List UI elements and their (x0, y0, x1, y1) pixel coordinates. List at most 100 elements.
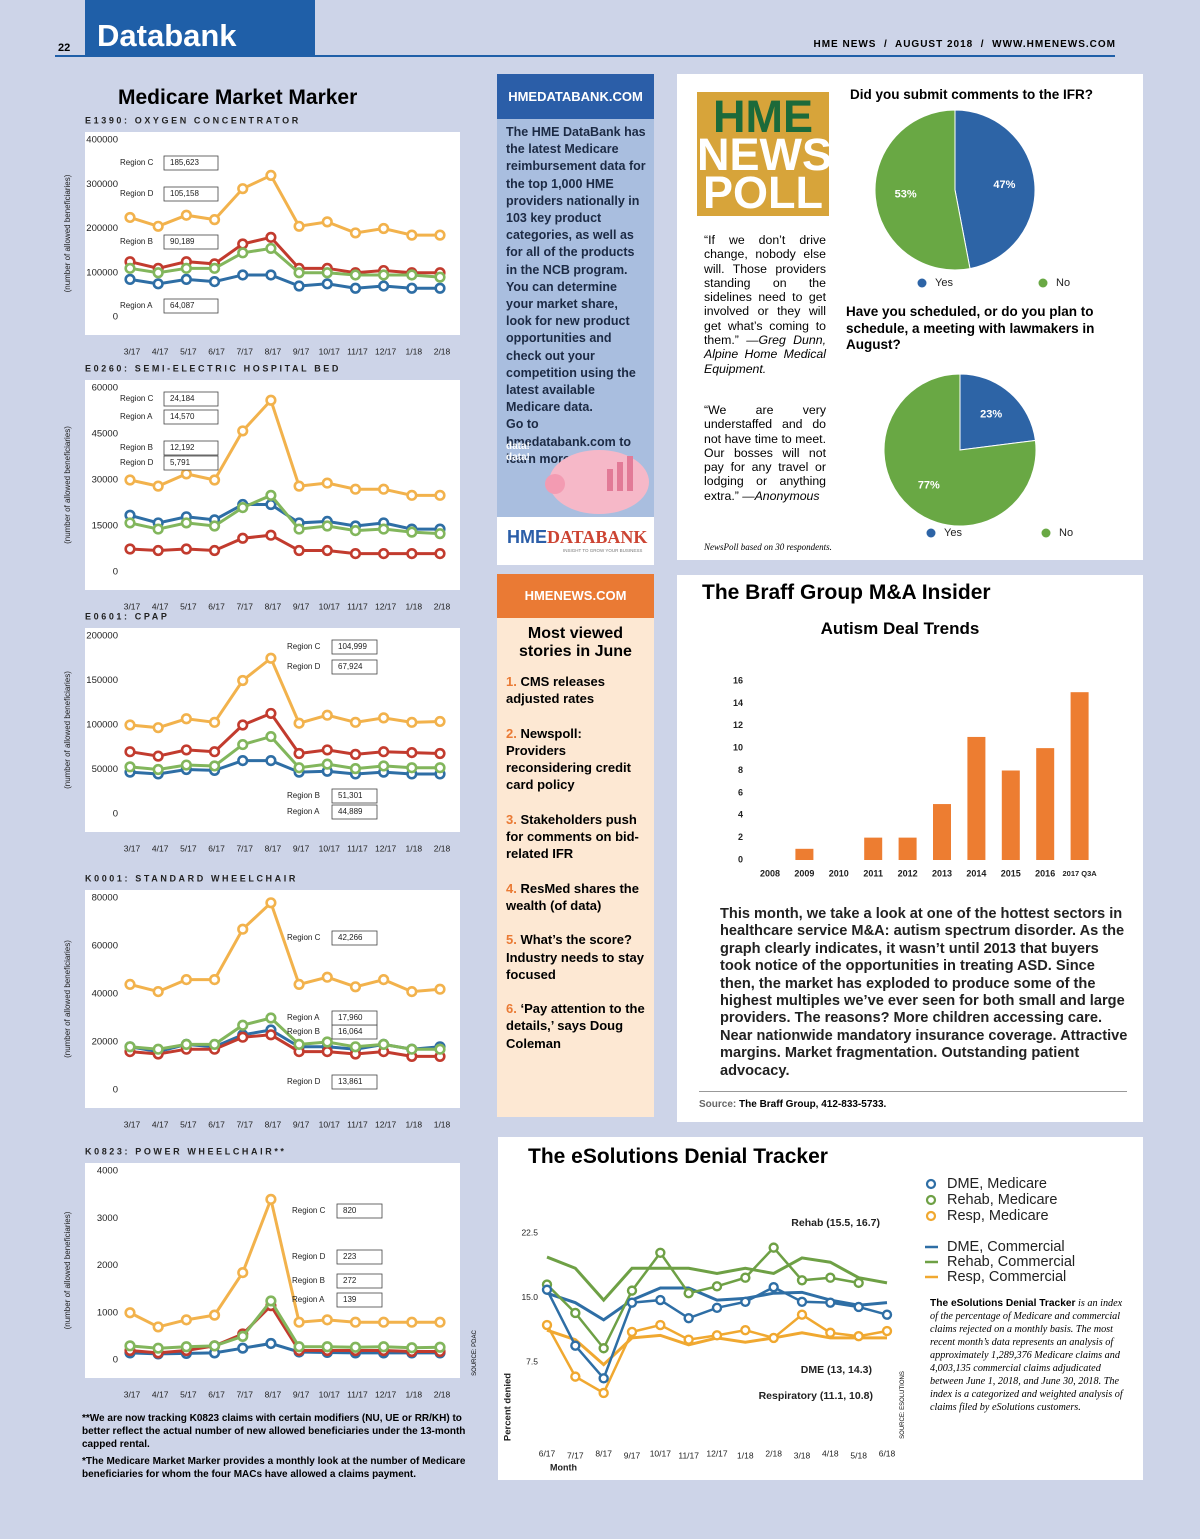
marker (152, 517, 164, 529)
series-line (129, 1033, 440, 1058)
marker (208, 1038, 221, 1050)
callout-box (163, 298, 219, 314)
marker (237, 738, 249, 751)
poll-question: Have you scheduled, or do you plan to sc… (846, 304, 1095, 352)
logo-b: DATABANK (547, 527, 648, 547)
story-text: ‘Pay attention to the details,’ says Dou… (506, 1001, 645, 1051)
y-tick-label: 0 (113, 1085, 118, 1096)
source: Source: The Braff Group, 412-833-5733. (699, 1099, 886, 1110)
marker (124, 1041, 136, 1053)
x-tick-label: 11/17 (347, 346, 368, 356)
callout-box (163, 155, 219, 171)
story-number: 1. (506, 674, 517, 689)
marker (180, 468, 192, 480)
marker (321, 744, 333, 756)
chart-title: Autism Deal Trends (820, 619, 980, 638)
y-tick-label: 300000 (86, 179, 118, 190)
tracker-description: The eSolutions Denial Tracker is an inde… (930, 1297, 1128, 1414)
y-tick-label: 1000 (97, 1307, 118, 1318)
series-line (129, 1028, 441, 1054)
marker (406, 762, 418, 774)
marker (378, 1038, 390, 1050)
x-tick-label: 7/17 (236, 1389, 253, 1399)
marker (349, 1048, 362, 1060)
marker (434, 489, 446, 501)
marker (378, 1045, 390, 1058)
y-tick-label: 0 (113, 809, 118, 820)
marker (265, 489, 277, 501)
marker (321, 544, 333, 557)
marker (152, 750, 164, 762)
story-text: Newspoll: Providers reconsidering credit… (506, 725, 631, 793)
callout-box (336, 1273, 383, 1289)
series-line (129, 397, 440, 497)
marker (434, 1043, 446, 1055)
callout-value: 104,999 (338, 642, 367, 651)
marker (406, 1347, 418, 1359)
marker (124, 543, 136, 555)
callout-value: 67,924 (338, 662, 363, 671)
marker (265, 897, 277, 909)
quote: “We are very understaffed and do not hav… (704, 403, 826, 503)
story-text: CMS releases adjusted rates (506, 674, 606, 707)
marker (378, 746, 390, 758)
marker (265, 1024, 277, 1036)
y-tick-label: 0 (113, 312, 118, 323)
marker (434, 547, 446, 560)
marker (293, 1045, 305, 1058)
marker (293, 262, 305, 274)
marker (152, 985, 164, 998)
callout-name: Region A (287, 1013, 320, 1022)
marker (293, 762, 305, 774)
marker (378, 517, 390, 529)
callout-box (163, 186, 219, 202)
marker (434, 768, 446, 780)
marker (321, 520, 333, 532)
marker (321, 278, 333, 290)
marker (265, 652, 277, 664)
marker (434, 271, 446, 283)
marker (293, 1316, 305, 1328)
marker (293, 1038, 305, 1050)
callout-value: 14,570 (170, 412, 195, 421)
marker (406, 269, 418, 281)
x-tick-label: 2/18 (434, 843, 451, 853)
marker (434, 1341, 446, 1353)
source: SOURCE: PDAC (472, 1330, 478, 1376)
y-tick-label: 200000 (86, 223, 118, 234)
marker (265, 707, 277, 720)
marker (293, 523, 305, 535)
x-tick-label: 4/17 (152, 1119, 169, 1129)
marker (434, 1345, 446, 1358)
marker (152, 278, 164, 290)
panel-title: The eSolutions Denial Tracker (528, 1145, 828, 1168)
callout-box (331, 639, 378, 655)
series-line (129, 1298, 441, 1350)
marker (321, 216, 333, 228)
panel-heading: HMEDATABANK.COM (497, 74, 654, 119)
marker (406, 229, 418, 241)
chart-subtitle: K0823: POWER WHEELCHAIR** (85, 1146, 287, 1156)
marker (237, 502, 249, 514)
callout-box (331, 1074, 378, 1090)
x-tick-label: 6/17 (208, 843, 225, 853)
callout-value: 44,889 (338, 807, 363, 816)
x-tick-label: 5/17 (180, 1389, 197, 1399)
story-list: 1. CMS releases adjusted rates 2. Newspol… (497, 673, 654, 1052)
x-tick-label: 12/17 (375, 843, 397, 853)
plot-area (85, 380, 460, 590)
x-tick-label: 5/17 (180, 601, 197, 611)
marker (321, 971, 333, 983)
marker (265, 269, 277, 281)
marker (180, 1043, 192, 1055)
x-tick-label: 1/18 (406, 843, 423, 853)
ad-body: The HME DataBank has the latest Medicare… (506, 125, 646, 415)
callout-value: 5,791 (170, 458, 191, 467)
x-tick-label: 11/17 (347, 1389, 368, 1399)
section-title: Databank (85, 0, 315, 56)
marker (349, 1041, 362, 1053)
marker (321, 765, 333, 777)
callout-name: Region B (120, 443, 153, 452)
quote: “If we don’t drive change, nobody else w… (704, 233, 826, 376)
x-tick-label: 1/18 (406, 346, 423, 356)
